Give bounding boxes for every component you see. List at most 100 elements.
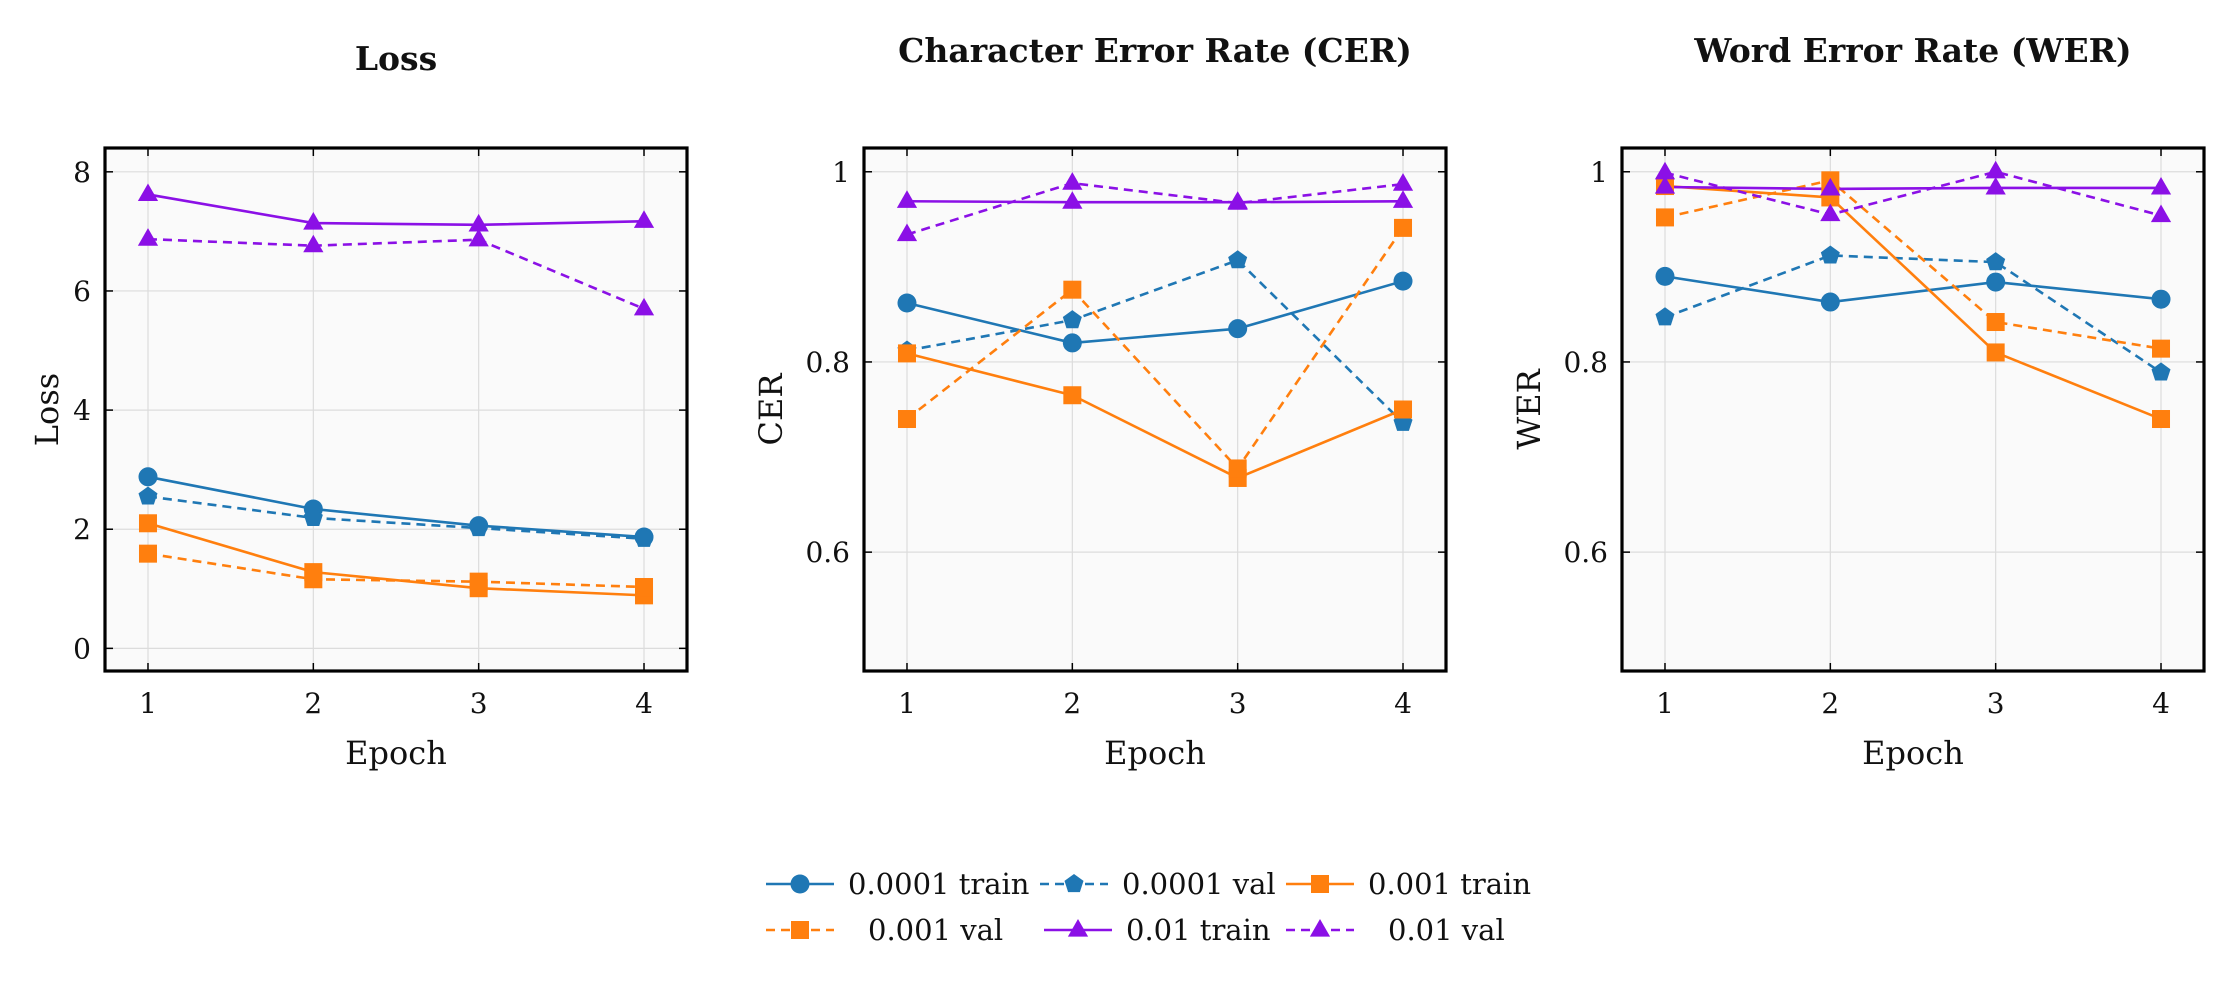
data-point-0-001-val	[2152, 339, 2171, 358]
series-group	[896, 172, 1414, 487]
data-point-0-001-val	[469, 572, 488, 591]
x-tick-label: 4	[1394, 687, 1412, 720]
legend-entry-0-001-train: 0.001 train	[1286, 867, 1531, 901]
legend-entry-0-0001-val: 0.0001 val	[1040, 867, 1276, 901]
series-line-0-0001-train	[1664, 275, 2162, 304]
data-point-0-01-val	[137, 228, 159, 246]
data-point-0-01-train	[896, 190, 918, 208]
series-line-0-001-val	[147, 552, 645, 589]
data-point-0-001-val	[635, 578, 654, 597]
data-point-0-0001-val	[2151, 362, 2171, 381]
legend-marker	[1311, 875, 1329, 893]
y-tick-label: 4	[73, 394, 91, 427]
legend-entry-0-001-val: 0.001 val	[766, 913, 1003, 947]
data-point-0-001-train	[897, 344, 916, 363]
x-tick-label: 4	[635, 687, 653, 720]
data-point-0-001-train	[1063, 386, 1082, 405]
data-point-0-0001-val	[1820, 245, 1840, 264]
series-line-0-01-train	[906, 199, 1404, 204]
data-point-0-0001-train	[1062, 333, 1082, 353]
y-tick-label: 6	[73, 275, 91, 308]
data-point-0-01-train	[137, 183, 159, 202]
data-point-0-0001-train	[1393, 271, 1413, 291]
x-tick-label: 2	[304, 687, 322, 720]
series-line-0-0001-val	[906, 258, 1404, 424]
plot-frame	[862, 146, 1448, 673]
series-line-0-001-val	[1664, 179, 2162, 350]
series-line-0-01-train	[147, 193, 645, 227]
plot-background	[864, 148, 1446, 671]
x-tick-label: 1	[898, 687, 916, 720]
legend-marker	[1309, 919, 1331, 937]
x-tick-label: 2	[1063, 687, 1081, 720]
x-tick-label: 4	[2152, 687, 2170, 720]
series-line-0-001-train	[1664, 184, 2162, 421]
series-line-0-01-val	[1664, 170, 2162, 217]
y-tick-label: 8	[73, 156, 91, 189]
data-point-0-0001-train	[138, 467, 158, 487]
data-point-0-01-val	[468, 228, 489, 247]
data-point-0-001-val	[1986, 313, 2005, 332]
legend-entry-0-01-train: 0.01 train	[1044, 913, 1271, 947]
data-point-0-01-train	[633, 210, 655, 228]
legend-label: 0.0001 train	[848, 867, 1029, 901]
legend-label: 0.0001 val	[1122, 867, 1276, 901]
panel-title: Loss	[355, 39, 437, 78]
legend-marker	[791, 921, 809, 939]
data-point-0-01-train	[1062, 191, 1083, 209]
series-line-0-01-val	[906, 181, 1404, 236]
plot-background	[1622, 148, 2204, 671]
x-axis-label: Epoch	[1862, 734, 1964, 772]
x-axis-label: Epoch	[345, 734, 447, 772]
series-line-0-001-val	[906, 227, 1405, 470]
data-point-0-0001-train	[1986, 272, 2006, 292]
y-tick-label: 0.6	[805, 536, 850, 569]
x-tick-label: 3	[1229, 687, 1247, 720]
data-point-0-01-val	[633, 297, 655, 316]
legend-label: 0.001 train	[1368, 867, 1531, 901]
x-tick-label: 3	[470, 687, 488, 720]
series-group	[1654, 160, 2172, 429]
y-tick-label: 0.8	[805, 346, 850, 379]
data-point-0-001-train	[2152, 410, 2171, 429]
panel-title: Character Error Rate (CER)	[898, 31, 1412, 70]
data-point-0-01-train	[1654, 175, 1676, 194]
data-point-0-01-train	[1985, 176, 2006, 195]
y-tick-label: 2	[73, 513, 91, 546]
legend-marker	[1067, 919, 1089, 937]
chart-panel-wer: 1 2 3 4 0.6 0.8 1 Word Error Rate (WER) Epoch WER	[1510, 31, 2206, 772]
data-point-0-0001-val	[469, 518, 489, 537]
data-point-0-0001-val	[138, 486, 158, 505]
series-line-0-01-val	[147, 237, 645, 311]
data-point-0-001-val	[1394, 218, 1413, 237]
data-point-0-01-train	[303, 212, 324, 230]
legend-label: 0.01 val	[1388, 913, 1505, 947]
y-tick-label: 0.6	[1563, 536, 1608, 569]
series-line-0-001-train	[906, 352, 1404, 480]
data-point-0-0001-train	[1820, 292, 1840, 312]
data-point-0-001-val	[138, 544, 157, 563]
data-point-0-0001-train	[1228, 319, 1248, 339]
y-tick-label: 1	[1590, 156, 1608, 189]
plot-frame	[1620, 146, 2206, 673]
data-point-0-001-val	[304, 570, 323, 589]
y-axis-label: Loss	[28, 373, 66, 446]
data-point-0-01-train	[1392, 190, 1414, 208]
legend-entry-0-01-val: 0.01 val	[1286, 913, 1505, 947]
legend-marker	[1064, 874, 1084, 893]
y-tick-label: 1	[832, 156, 850, 189]
x-tick-label: 1	[1656, 687, 1674, 720]
data-point-0-01-val	[303, 234, 324, 253]
data-point-0-01-val	[1985, 160, 2006, 179]
panel-title: Word Error Rate (WER)	[1693, 31, 2131, 70]
data-point-0-001-val	[1228, 459, 1247, 478]
legend-label: 0.001 val	[868, 913, 1003, 947]
x-tick-label: 1	[139, 687, 157, 720]
x-tick-label: 3	[1987, 687, 2005, 720]
series-line-0-01-train	[1664, 185, 2162, 191]
data-point-0-0001-val	[303, 507, 323, 526]
y-axis-label: WER	[1510, 368, 1548, 449]
x-tick-label: 2	[1821, 687, 1839, 720]
series-line-0-0001-val	[1664, 254, 2162, 374]
